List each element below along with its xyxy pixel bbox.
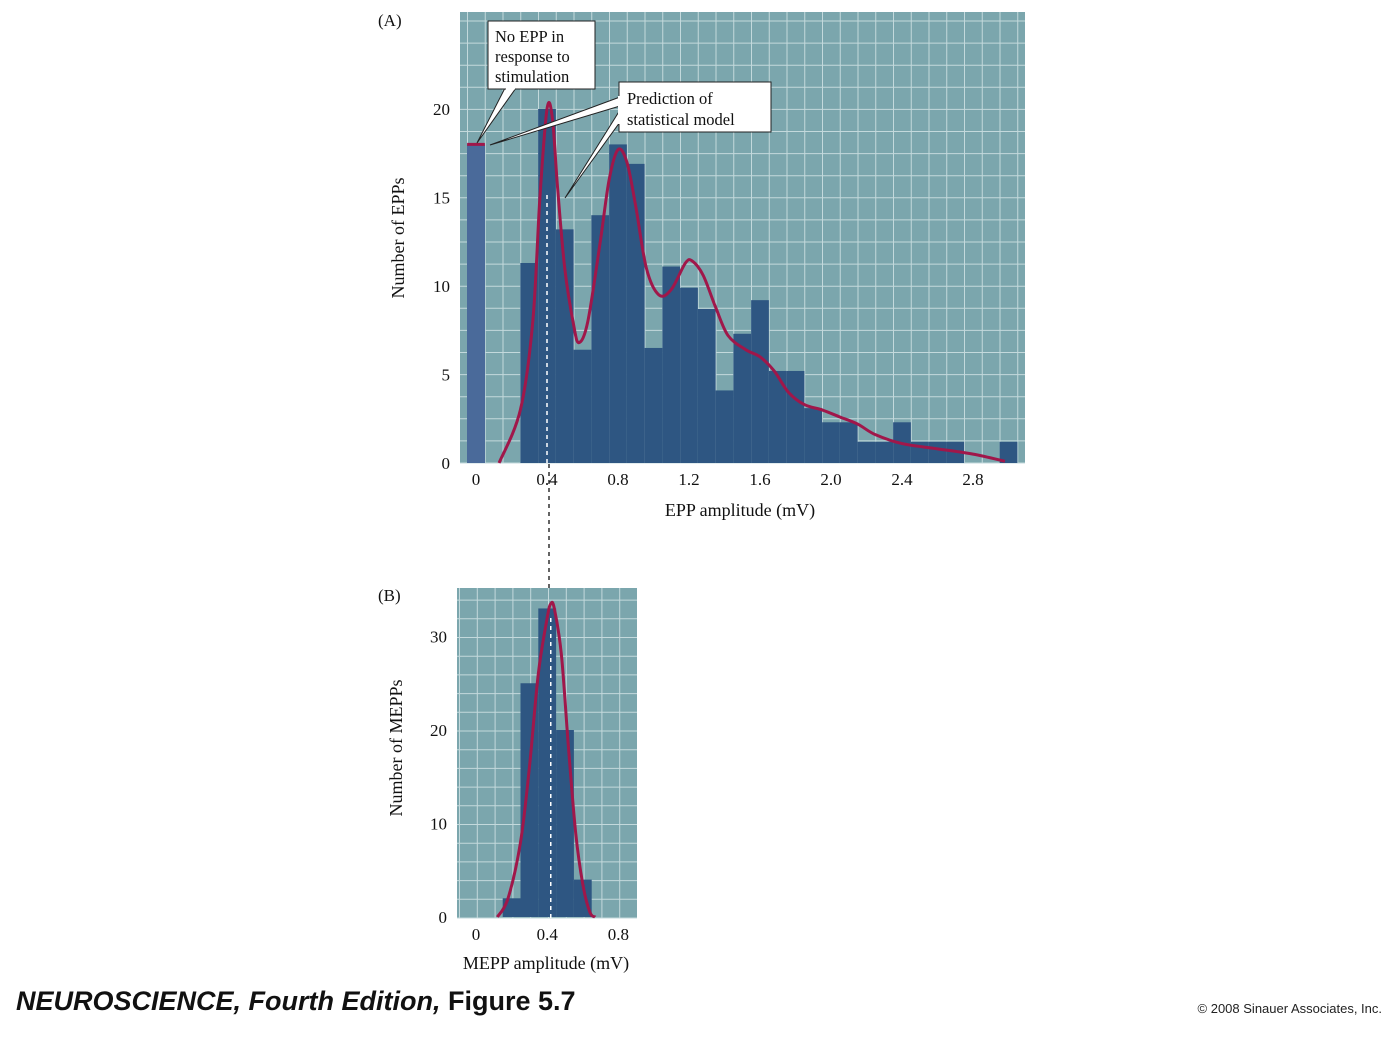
panel-a-bar (751, 300, 769, 463)
panel-a-bar (715, 390, 734, 463)
panel-a-bars (467, 109, 1018, 463)
panel-b-x-axis-label: MEPP amplitude (mV) (463, 953, 629, 974)
panel-a-bar (857, 441, 876, 463)
panel-b-bar (520, 683, 539, 917)
panel-a-y-ticks: 0 5 10 15 20 (433, 100, 450, 473)
annotation-no-epp-box (487, 20, 596, 90)
panel-a-bar (573, 349, 592, 463)
panel-b-model-curve (496, 600, 597, 919)
panel-a-bar (733, 333, 752, 463)
annotation-no-epp-line1: No EPP in (495, 27, 564, 46)
panel-a-x-tick-label: 0.4 (536, 470, 558, 489)
figure-caption: NEUROSCIENCE, Fourth Edition, Figure 5.7 (16, 986, 576, 1017)
panel-b-y-tick-label: 10 (430, 815, 447, 834)
panel-b-bar (556, 730, 574, 917)
panel-b-x-ticks: 0 0.4 0.8 (472, 925, 629, 944)
annotation-no-epp: No EPP in response to stimulation (476, 20, 596, 144)
panel-a-x-tick-label: 1.2 (678, 470, 699, 489)
panel-a-bar (555, 229, 574, 463)
panel-b-bar (538, 608, 557, 917)
panel-a-bar (999, 441, 1018, 463)
panel-b-x-tick-label: 0.8 (608, 925, 629, 944)
panel-a-model-curves (467, 100, 1006, 464)
panel-a-x-ticks: 0 0.4 0.8 1.2 1.6 2.0 2.4 2.8 (472, 470, 984, 489)
panel-a-bar (591, 215, 610, 463)
panel-a-y-tick-label: 20 (433, 100, 450, 119)
panel-b-y-tick-label: 30 (430, 628, 447, 647)
panel-a-bar (804, 408, 823, 463)
panel-a-y-tick-label: 5 (442, 366, 451, 385)
panel-a-bar (875, 441, 894, 463)
panel-a-bar (839, 422, 858, 463)
annotation-no-epp-line3: stimulation (495, 67, 569, 86)
panel-a-y-tick-label: 10 (433, 277, 450, 296)
panel-b-x-tick-label: 0 (472, 925, 481, 944)
panel-a-bar (928, 441, 947, 463)
annotation-model-line2: statistical model (627, 110, 735, 129)
panel-a-x-tick-label: 0 (472, 470, 481, 489)
panel-a-x-tick-label: 1.6 (749, 470, 770, 489)
panel-a-x-tick-label: 0.8 (607, 470, 628, 489)
panel-a-x-tick-label: 2.8 (962, 470, 983, 489)
panel-a-bar (644, 347, 663, 463)
panel-a-epp-histogram: (A) 0 5 10 15 20 0 0.4 0.8 1.2 1.6 2.0 2.4 2.8 EPP … (378, 11, 1025, 521)
panel-b-y-axis-label: Number of MEPPs (386, 679, 406, 816)
panel-b-label: (B) (378, 586, 401, 605)
panel-a-bar (786, 370, 805, 463)
panel-b-y-ticks: 0 10 20 30 (430, 628, 447, 928)
panel-b-y-tick-label: 20 (430, 721, 447, 740)
panel-a-bar (662, 266, 681, 463)
panel-a-bar-failures (467, 144, 485, 463)
annotation-model-box (618, 81, 772, 133)
panel-a-label: (A) (378, 11, 402, 30)
annotation-model: Prediction of statistical model (489, 81, 772, 199)
panel-b-bars (502, 608, 592, 917)
annotation-model-line1: Prediction of (627, 89, 713, 108)
panel-a-x-tick-label: 2.4 (891, 470, 913, 489)
panel-a-y-tick-label: 0 (442, 454, 451, 473)
copyright-notice: © 2008 Sinauer Associates, Inc. (1197, 1001, 1382, 1016)
figure-caption-number: Figure 5.7 (448, 986, 576, 1016)
panel-a-x-axis-label: EPP amplitude (mV) (665, 500, 815, 521)
panel-a-bar (822, 422, 840, 463)
panel-a-x-tick-label: 2.0 (820, 470, 841, 489)
figure-caption-book: NEUROSCIENCE, Fourth Edition, (16, 986, 441, 1016)
panel-a-y-tick-label: 15 (433, 189, 450, 208)
panel-a-bar (697, 309, 716, 463)
panel-a-bar (768, 370, 787, 463)
panel-a-bar (680, 287, 698, 463)
panel-a-y-axis-label: Number of EPPs (388, 178, 408, 299)
annotation-no-epp-line2: response to (495, 47, 570, 66)
panel-a-model-curve (497, 100, 1006, 464)
panel-b-y-tick-label: 0 (439, 908, 448, 927)
panel-b-model-curves (496, 600, 597, 919)
panel-b-x-tick-label: 0.4 (537, 925, 559, 944)
panel-a-bar (609, 144, 627, 463)
